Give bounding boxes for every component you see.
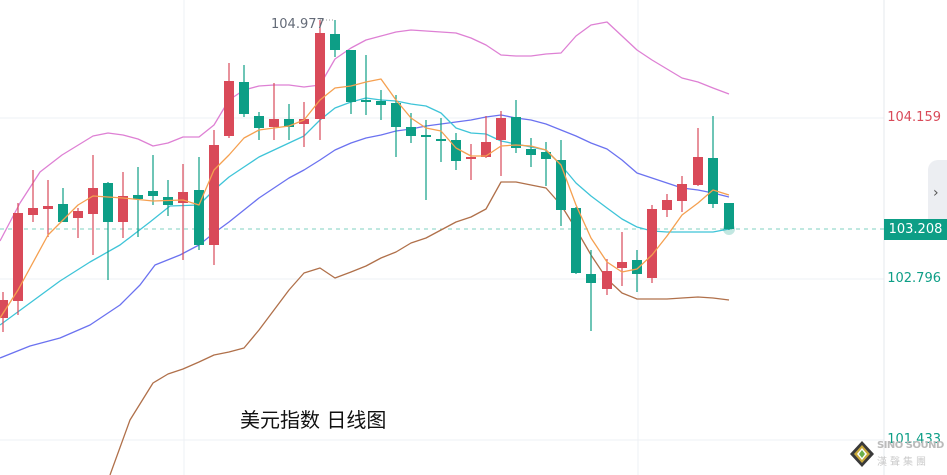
candle[interactable] <box>239 65 249 117</box>
logo-brand-cn-text: 漢聲集團 <box>877 457 929 468</box>
boll-upper-line <box>0 21 730 242</box>
candle[interactable] <box>662 194 672 217</box>
candle[interactable] <box>73 208 83 238</box>
candle[interactable] <box>632 250 642 292</box>
candle[interactable] <box>43 180 53 237</box>
candle[interactable] <box>178 164 188 260</box>
candle[interactable] <box>421 120 431 200</box>
candle[interactable] <box>28 170 38 222</box>
candle[interactable] <box>693 128 703 186</box>
candle[interactable] <box>299 102 309 147</box>
candle[interactable] <box>376 90 386 120</box>
candle[interactable] <box>269 83 279 140</box>
candle[interactable] <box>526 138 536 167</box>
candle[interactable] <box>571 207 581 274</box>
ma-orange-line <box>0 78 730 319</box>
candle[interactable] <box>481 116 491 158</box>
candle[interactable] <box>133 167 143 237</box>
logo-diamond-icon <box>850 441 874 467</box>
candle[interactable] <box>556 140 566 226</box>
candle[interactable] <box>148 155 158 205</box>
candle[interactable] <box>586 250 596 331</box>
candle[interactable] <box>451 133 461 170</box>
candle[interactable] <box>330 20 340 57</box>
candle[interactable] <box>346 50 356 114</box>
candle[interactable] <box>103 182 113 280</box>
candle[interactable] <box>118 172 128 238</box>
candle[interactable] <box>724 203 734 230</box>
candle[interactable] <box>361 55 371 115</box>
candle[interactable] <box>224 63 234 138</box>
price-axis-label-bottom: 101.433 <box>887 432 941 447</box>
candle[interactable] <box>617 232 627 286</box>
candle[interactable] <box>284 104 294 140</box>
candle[interactable] <box>13 203 23 315</box>
candle[interactable] <box>254 112 264 140</box>
candle[interactable] <box>602 259 612 295</box>
candle[interactable] <box>88 155 98 255</box>
max-price-marker: 104.977 <box>271 17 325 32</box>
price-axis-label-top: 104.159 <box>887 110 941 125</box>
logo-brand-text: SINO SOUND <box>877 440 944 451</box>
candle[interactable] <box>496 111 506 176</box>
last-price-badge: 103.208 <box>884 219 947 240</box>
candle[interactable] <box>58 188 68 222</box>
expand-panel-tab[interactable]: › <box>928 160 947 232</box>
candle[interactable] <box>647 205 657 283</box>
candle[interactable] <box>315 20 325 140</box>
candle[interactable] <box>391 95 401 157</box>
candle[interactable] <box>511 100 521 153</box>
candle[interactable] <box>0 292 8 332</box>
ma-blue-line <box>0 114 730 359</box>
candle[interactable] <box>436 118 446 162</box>
candle[interactable] <box>466 144 476 180</box>
candle[interactable] <box>209 130 219 265</box>
candle[interactable] <box>708 116 718 208</box>
chevron-right-icon: › <box>933 185 939 201</box>
chart-title: 美元指数 日线图 <box>240 408 387 432</box>
boll-lower-line <box>109 181 730 475</box>
price-axis-label-mid: 102.796 <box>887 271 941 286</box>
sino-sound-logo: SINO SOUND 漢聲集團 <box>849 439 947 473</box>
candle[interactable] <box>677 176 687 212</box>
